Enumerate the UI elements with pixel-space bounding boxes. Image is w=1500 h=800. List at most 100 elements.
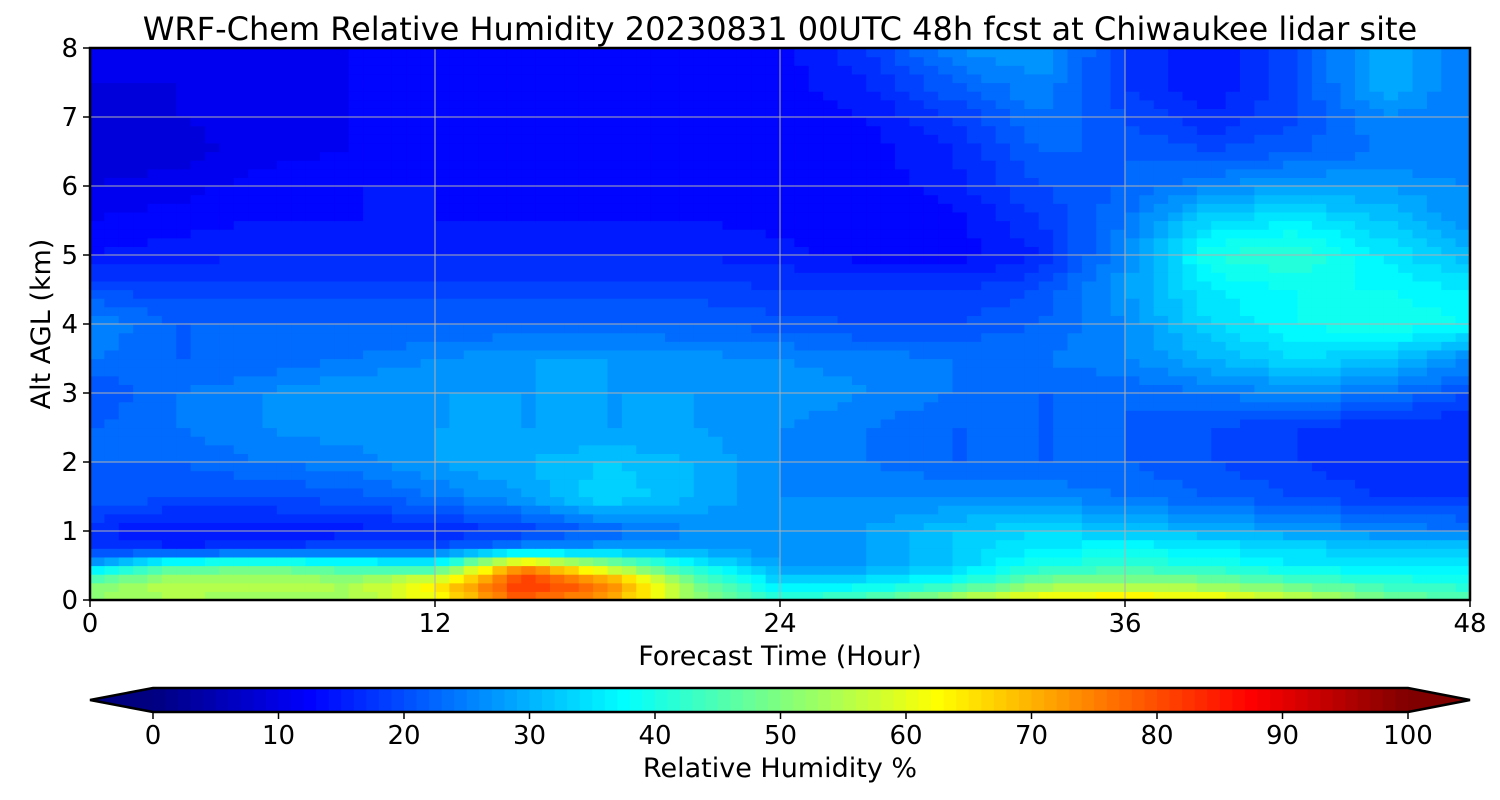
heatmap-cell bbox=[334, 168, 350, 178]
heatmap-cell bbox=[1225, 203, 1241, 213]
heatmap-cell bbox=[1024, 531, 1040, 541]
heatmap-cell bbox=[895, 263, 910, 273]
heatmap-cell bbox=[535, 513, 551, 523]
heatmap-cell bbox=[1283, 444, 1299, 454]
heatmap-cell bbox=[348, 298, 364, 308]
heatmap-cell bbox=[1067, 160, 1083, 170]
heatmap-cell bbox=[233, 418, 249, 429]
heatmap-cell bbox=[535, 367, 551, 377]
heatmap-cell bbox=[722, 298, 738, 308]
heatmap-cell bbox=[492, 548, 508, 558]
heatmap-cell bbox=[650, 220, 666, 230]
heatmap-cell bbox=[1297, 341, 1313, 351]
heatmap-cell bbox=[506, 496, 522, 506]
heatmap-cell bbox=[593, 315, 609, 325]
heatmap-cell bbox=[736, 565, 752, 575]
heatmap-cell bbox=[693, 168, 709, 178]
heatmap-cell bbox=[1283, 246, 1299, 256]
heatmap-cell bbox=[1254, 548, 1270, 558]
heatmap-cell bbox=[1225, 375, 1241, 385]
heatmap-cell bbox=[952, 505, 968, 515]
heatmap-cell bbox=[348, 548, 364, 558]
heatmap-cell bbox=[291, 574, 307, 584]
heatmap-cell bbox=[722, 548, 738, 558]
heatmap-cell bbox=[406, 263, 422, 273]
heatmap-cell bbox=[377, 436, 393, 446]
heatmap-cell bbox=[1153, 332, 1169, 342]
heatmap-cell bbox=[1311, 263, 1327, 273]
heatmap-cell bbox=[1096, 470, 1112, 480]
heatmap-cell bbox=[190, 272, 206, 282]
heatmap-cell bbox=[808, 246, 824, 256]
heatmap-cell bbox=[966, 324, 982, 334]
heatmap-cell bbox=[895, 358, 910, 368]
heatmap-cell bbox=[866, 220, 882, 230]
heatmap-cell bbox=[923, 220, 939, 230]
heatmap-cell bbox=[334, 298, 350, 308]
heatmap-cell bbox=[1168, 186, 1184, 196]
heatmap-cell bbox=[363, 418, 379, 429]
heatmap-cell bbox=[1053, 496, 1069, 506]
heatmap-cell bbox=[607, 591, 623, 600]
heatmap-cell bbox=[1196, 444, 1212, 454]
heatmap-cell bbox=[1125, 272, 1140, 282]
heatmap-cell bbox=[1254, 556, 1270, 567]
heatmap-cell bbox=[837, 393, 853, 403]
heatmap-cell bbox=[1024, 582, 1040, 592]
heatmap-cell bbox=[736, 358, 752, 368]
heatmap-cell bbox=[794, 418, 810, 429]
heatmap-cell bbox=[1340, 505, 1356, 515]
heatmap-cell bbox=[1355, 272, 1370, 282]
heatmap-cell bbox=[866, 246, 882, 256]
heatmap-cell bbox=[808, 565, 824, 575]
heatmap-cell bbox=[1153, 565, 1169, 575]
heatmap-cell bbox=[90, 203, 105, 213]
heatmap-cell bbox=[463, 306, 479, 316]
heatmap-cell bbox=[492, 591, 508, 600]
heatmap-cell bbox=[607, 479, 623, 489]
heatmap-cell bbox=[1010, 151, 1025, 161]
heatmap-cell bbox=[909, 332, 925, 342]
heatmap-cell bbox=[736, 151, 752, 161]
heatmap-cell bbox=[765, 220, 781, 230]
heatmap-cell bbox=[722, 324, 738, 334]
heatmap-cell bbox=[981, 280, 997, 291]
heatmap-cell bbox=[1139, 220, 1155, 230]
heatmap-cell bbox=[363, 410, 379, 420]
heatmap-cell bbox=[406, 280, 422, 291]
heatmap-cell bbox=[1369, 237, 1385, 247]
heatmap-cell bbox=[708, 591, 724, 600]
heatmap-cell bbox=[650, 548, 666, 558]
heatmap-cell bbox=[205, 306, 220, 316]
heatmap-cell bbox=[1153, 574, 1169, 584]
heatmap-cell bbox=[320, 401, 335, 411]
heatmap-cell bbox=[909, 574, 925, 584]
heatmap-cell bbox=[1182, 349, 1198, 360]
heatmap-cell bbox=[1053, 194, 1069, 204]
heatmap-cell bbox=[837, 462, 853, 472]
heatmap-cell bbox=[190, 401, 206, 411]
heatmap-cell bbox=[736, 436, 752, 446]
heatmap-cell bbox=[1441, 255, 1457, 265]
heatmap-cell bbox=[1268, 298, 1284, 308]
heatmap-cell bbox=[449, 272, 465, 282]
heatmap-cell bbox=[665, 220, 680, 230]
heatmap-cell bbox=[650, 255, 666, 265]
heatmap-cell bbox=[808, 384, 824, 394]
heatmap-cell bbox=[291, 367, 307, 377]
heatmap-cell bbox=[1153, 470, 1169, 480]
heatmap-cell bbox=[938, 462, 954, 472]
heatmap-cell bbox=[449, 522, 465, 532]
heatmap-cell bbox=[1211, 168, 1227, 178]
heatmap-cell bbox=[607, 280, 623, 291]
heatmap-cell bbox=[923, 565, 939, 575]
heatmap-cell bbox=[1398, 539, 1414, 549]
heatmap-cell bbox=[1053, 272, 1069, 282]
heatmap-cell bbox=[506, 315, 522, 325]
heatmap-cell bbox=[1053, 427, 1069, 437]
heatmap-cell bbox=[1283, 582, 1299, 592]
heatmap-cell bbox=[607, 306, 623, 316]
heatmap-cell bbox=[190, 349, 206, 360]
heatmap-cell bbox=[679, 505, 695, 515]
heatmap-cell bbox=[406, 298, 422, 308]
